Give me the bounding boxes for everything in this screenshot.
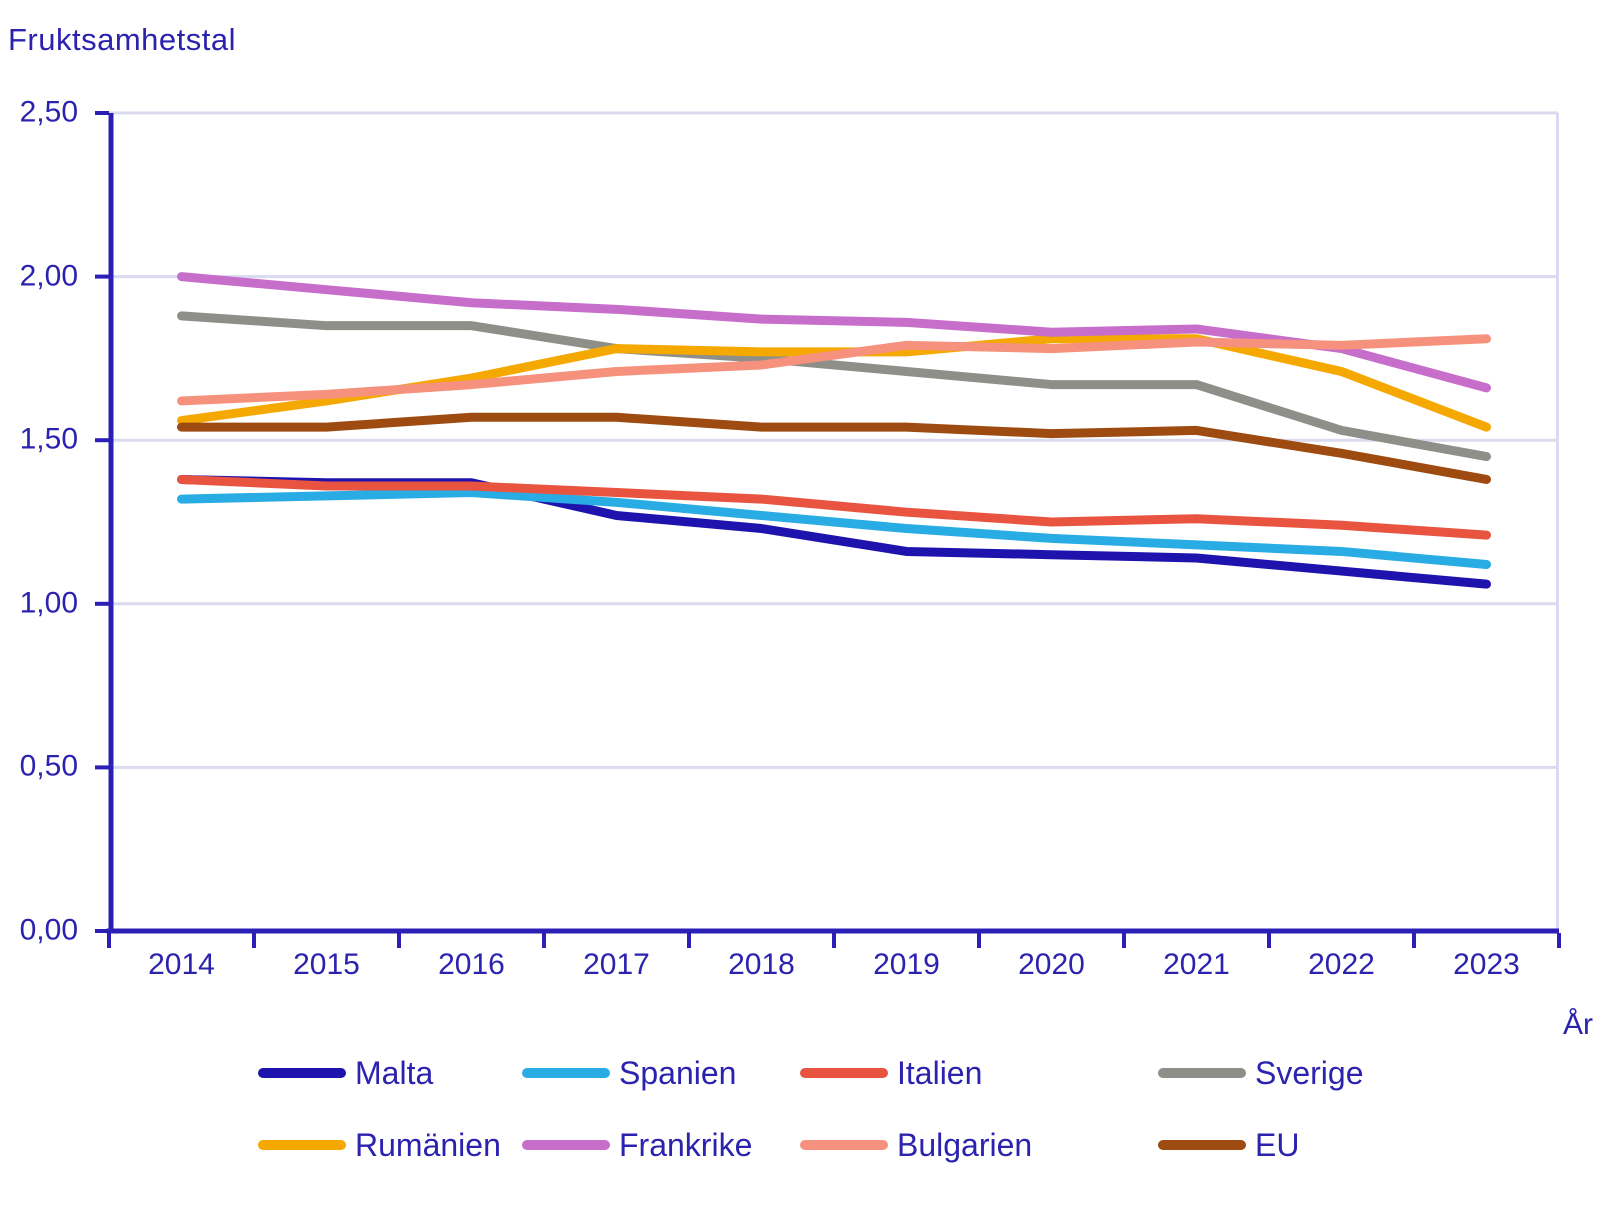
series-line-bulgarien [177, 334, 1491, 406]
legend-item-malta: Malta [258, 1053, 433, 1093]
legend-item-eu: EU [1158, 1125, 1299, 1165]
x-tick-label: 2014 [148, 948, 215, 981]
series-line-spanien [177, 488, 1491, 570]
y-tick-label: 1,50 [19, 422, 78, 456]
legend-swatch-rumanien [258, 1140, 346, 1150]
legend-label-spanien: Spanien [619, 1054, 737, 1091]
legend-swatch-frankrike [522, 1140, 610, 1150]
x-axis-title: År [1563, 1008, 1593, 1041]
legend-label-italien: Italien [897, 1054, 983, 1091]
legend-item-italien: Italien [800, 1053, 982, 1093]
x-tick-label: 2018 [728, 948, 795, 981]
legend-item-spanien: Spanien [522, 1053, 736, 1093]
y-tick-label: 0,00 [19, 913, 78, 947]
series-line-sverige [177, 311, 1491, 462]
legend-label-eu: EU [1255, 1126, 1300, 1163]
legend-label-rumanien: Rumänien [355, 1126, 501, 1163]
legend-swatch-sverige [1158, 1068, 1246, 1078]
x-tick-label: 2016 [438, 948, 505, 981]
series-line-italien [177, 474, 1491, 540]
legend-item-frankrike: Frankrike [522, 1125, 752, 1165]
legend-label-bulgarien: Bulgarien [897, 1126, 1033, 1163]
legend-swatch-eu [1158, 1140, 1246, 1150]
y-tick-label: 2,50 [19, 95, 78, 129]
y-tick-label: 0,50 [19, 749, 78, 783]
legend-item-sverige: Sverige [1158, 1053, 1364, 1093]
legend-item-rumanien: Rumänien [258, 1125, 501, 1165]
x-tick-label: 2019 [873, 948, 940, 981]
legend-swatch-spanien [522, 1068, 610, 1078]
x-tick-label: 2022 [1308, 948, 1375, 981]
y-tick-label: 2,00 [19, 258, 78, 292]
legend-label-sverige: Sverige [1255, 1054, 1364, 1091]
y-tick-label: 1,00 [19, 586, 78, 620]
x-tick-label: 2017 [583, 948, 650, 981]
legend-label-malta: Malta [355, 1054, 434, 1091]
legend-swatch-italien [800, 1068, 888, 1078]
legend-swatch-malta [258, 1068, 346, 1078]
x-tick-label: 2021 [1163, 948, 1230, 981]
chart-title: Fruktsamhetstal [8, 22, 237, 57]
x-tick-label: 2023 [1453, 948, 1520, 981]
legend-item-bulgarien: Bulgarien [800, 1125, 1032, 1165]
x-tick-label: 2020 [1018, 948, 1085, 981]
x-tick-label: 2015 [293, 948, 360, 981]
series-line-frankrike [177, 272, 1491, 393]
series-line-eu [177, 412, 1491, 484]
legend-swatch-bulgarien [800, 1140, 888, 1150]
legend-label-frankrike: Frankrike [619, 1126, 753, 1163]
